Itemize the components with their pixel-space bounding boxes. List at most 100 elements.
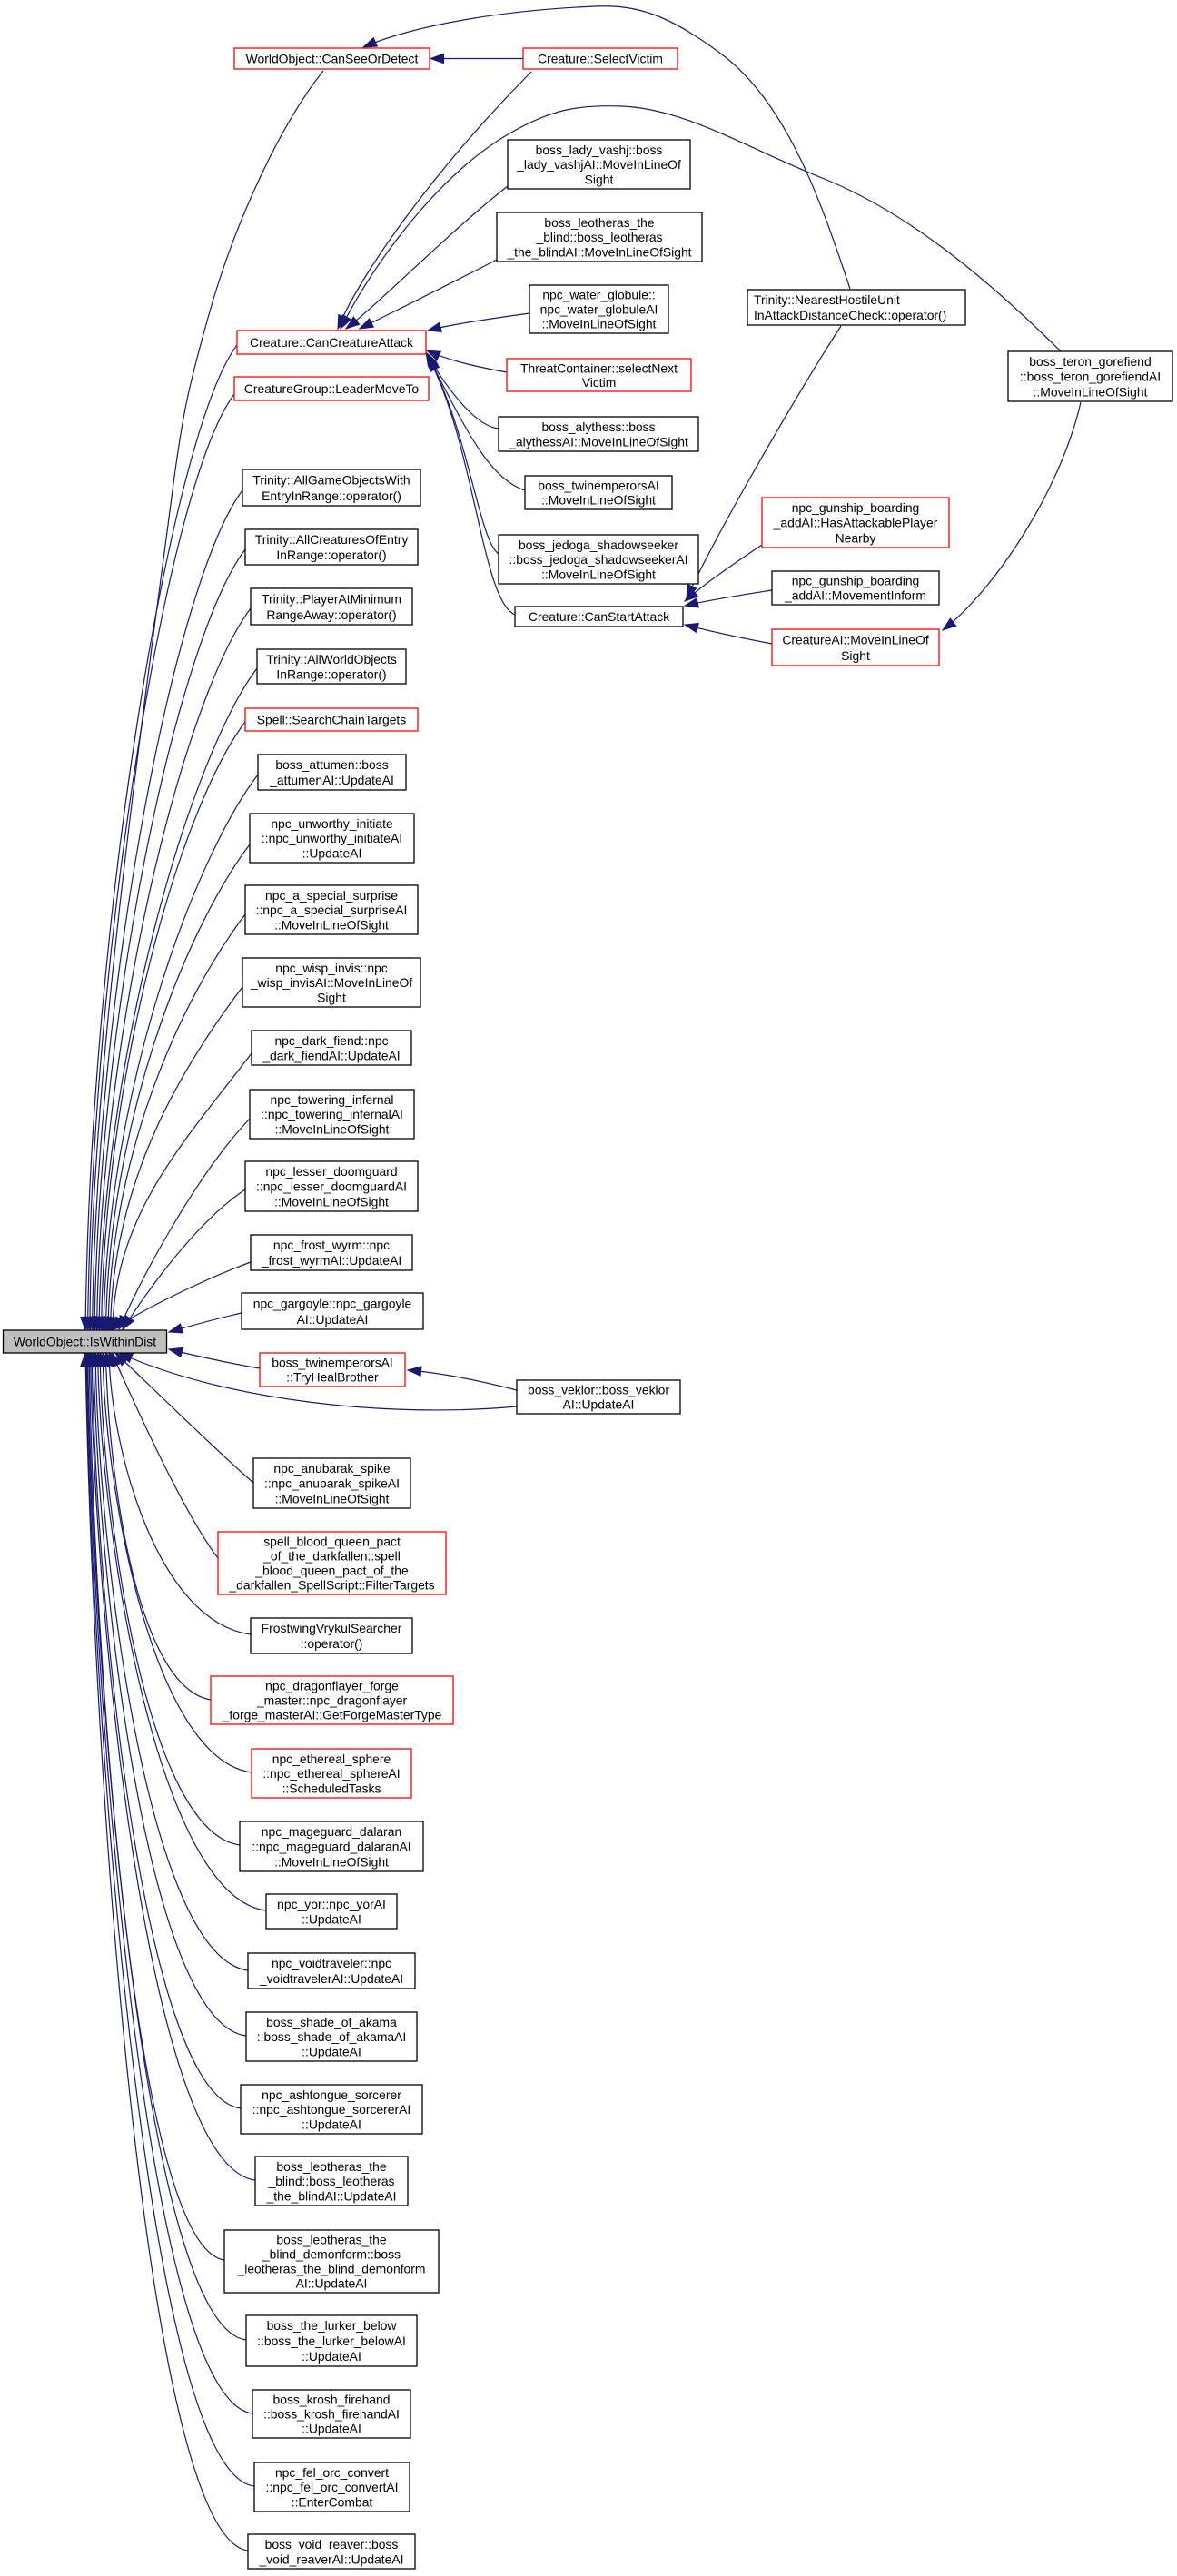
svg-text:::UpdateAI: ::UpdateAI: [302, 846, 362, 861]
svg-text:::EnterCombat: ::EnterCombat: [292, 2495, 373, 2510]
svg-text:::MoveInLineOfSight: ::MoveInLineOfSight: [542, 317, 657, 331]
svg-text:_addAI::MovementInform: _addAI::MovementInform: [784, 588, 926, 603]
svg-text:Trinity::AllGameObjectsWith: Trinity::AllGameObjectsWith: [252, 472, 410, 487]
svg-text:Nearby: Nearby: [836, 530, 876, 545]
svg-text:boss_krosh_firehand: boss_krosh_firehand: [273, 2393, 391, 2407]
svg-text:::MoveInLineOfSight: ::MoveInLineOfSight: [1034, 384, 1148, 399]
svg-text:_attumenAI::UpdateAI: _attumenAI::UpdateAI: [269, 773, 394, 787]
svg-text:npc_ashtongue_sorcerer: npc_ashtongue_sorcerer: [262, 2087, 401, 2102]
svg-text:Trinity::NearestHostileUnit: Trinity::NearestHostileUnit: [754, 292, 900, 307]
svg-text:_the_blindAI::MoveInLineOfSigh: _the_blindAI::MoveInLineOfSight: [506, 245, 691, 260]
svg-text:::MoveInLineOfSight: ::MoveInLineOfSight: [541, 493, 656, 508]
svg-text:_leotheras_the_blind_demonform: _leotheras_the_blind_demonform: [237, 2262, 426, 2276]
svg-text:Victim: Victim: [582, 375, 617, 390]
svg-text:::npc_ashtongue_sorcererAI: ::npc_ashtongue_sorcererAI: [252, 2102, 411, 2117]
svg-text:_darkfallen_SpellScript::Filte: _darkfallen_SpellScript::FilterTargets: [228, 1578, 434, 1593]
svg-text:_void_reaverAI::UpdateAI: _void_reaverAI::UpdateAI: [258, 2551, 403, 2566]
svg-text:_blood_queen_pact_of_the: _blood_queen_pact_of_the: [254, 1564, 409, 1578]
svg-text:npc_towering_infernal: npc_towering_infernal: [271, 1092, 394, 1107]
svg-text:npc_dark_fiend::npc: npc_dark_fiend::npc: [274, 1033, 388, 1048]
svg-text:npc_water_globuleAI: npc_water_globuleAI: [540, 302, 658, 317]
svg-text:spell_blood_queen_pact: spell_blood_queen_pact: [263, 1535, 401, 1549]
svg-text:Creature::CanCreatureAttack: Creature::CanCreatureAttack: [250, 335, 413, 350]
svg-text:ThreatContainer::selectNext: ThreatContainer::selectNext: [520, 360, 678, 375]
svg-text:::UpdateAI: ::UpdateAI: [302, 2045, 361, 2059]
svg-text:boss_jedoga_shadowseeker: boss_jedoga_shadowseeker: [519, 538, 678, 552]
svg-text:npc_mageguard_dalaran: npc_mageguard_dalaran: [262, 1824, 401, 1839]
svg-text:::npc_mageguard_dalaranAI: ::npc_mageguard_dalaranAI: [252, 1840, 410, 1854]
svg-text:_forge_masterAI::GetForgeMaste: _forge_masterAI::GetForgeMasterType: [222, 1708, 442, 1722]
svg-text:npc_water_globule::: npc_water_globule::: [542, 288, 655, 302]
svg-text:npc_wisp_invis::npc: npc_wisp_invis::npc: [275, 961, 388, 975]
svg-text:CreatureAI::MoveInLineOf: CreatureAI::MoveInLineOf: [782, 632, 929, 646]
svg-text:boss_the_lurker_below: boss_the_lurker_below: [267, 2318, 398, 2333]
svg-text:_dark_fiendAI::UpdateAI: _dark_fiendAI::UpdateAI: [262, 1048, 400, 1062]
svg-text:boss_lady_vashj::boss: boss_lady_vashj::boss: [536, 143, 663, 157]
svg-text:::UpdateAI: ::UpdateAI: [302, 2117, 361, 2132]
svg-text:::MoveInLineOfSight: ::MoveInLineOfSight: [275, 1122, 390, 1137]
svg-text:::npc_anubarak_spikeAI: ::npc_anubarak_spikeAI: [264, 1476, 400, 1491]
svg-text:_lady_vashjAI::MoveInLineOf: _lady_vashjAI::MoveInLineOf: [516, 157, 681, 172]
svg-text:boss_twinemperorsAI: boss_twinemperorsAI: [272, 1356, 393, 1370]
svg-text:npc_yor::npc_yorAI: npc_yor::npc_yorAI: [277, 1897, 386, 1911]
svg-text:boss_leotheras_the: boss_leotheras_the: [276, 2233, 387, 2247]
svg-text:npc_voidtraveler::npc: npc_voidtraveler::npc: [272, 1956, 391, 1970]
svg-text:npc_dragonflayer_forge: npc_dragonflayer_forge: [265, 1679, 399, 1693]
svg-text:Trinity::PlayerAtMinimum: Trinity::PlayerAtMinimum: [262, 591, 401, 606]
svg-text:_addAI::HasAttackablePlayer: _addAI::HasAttackablePlayer: [773, 516, 938, 530]
svg-text:RangeAway::operator(): RangeAway::operator(): [266, 607, 396, 622]
svg-text:::npc_unworthy_initiateAI: ::npc_unworthy_initiateAI: [262, 831, 402, 845]
svg-text:npc_a_special_surprise: npc_a_special_surprise: [265, 888, 398, 903]
svg-text:Sight: Sight: [841, 648, 870, 663]
svg-text:boss_shade_of_akama: boss_shade_of_akama: [266, 2015, 397, 2029]
svg-text:boss_alythess::boss: boss_alythess::boss: [541, 419, 655, 434]
svg-text:::boss_shade_of_akamaAI: ::boss_shade_of_akamaAI: [257, 2029, 406, 2044]
svg-text:_the_blindAI::UpdateAI: _the_blindAI::UpdateAI: [266, 2189, 397, 2204]
svg-text:Sight: Sight: [585, 173, 614, 187]
svg-text:EntryInRange::operator(): EntryInRange::operator(): [262, 489, 401, 503]
svg-text:::npc_lesser_doomguardAI: ::npc_lesser_doomguardAI: [256, 1179, 407, 1194]
svg-text:AI::UpdateAI: AI::UpdateAI: [297, 1312, 369, 1327]
svg-text:FrostwingVrykulSearcher: FrostwingVrykulSearcher: [262, 1621, 402, 1635]
svg-text:npc_lesser_doomguard: npc_lesser_doomguard: [265, 1164, 397, 1179]
svg-text:::npc_fel_orc_convertAI: ::npc_fel_orc_convertAI: [266, 2480, 399, 2494]
svg-text:WorldObject::IsWithinDist: WorldObject::IsWithinDist: [14, 1335, 156, 1349]
svg-text:InRange::operator(): InRange::operator(): [276, 666, 386, 681]
svg-text:::npc_a_special_surpriseAI: ::npc_a_special_surpriseAI: [256, 903, 408, 917]
svg-text:::UpdateAI: ::UpdateAI: [302, 2349, 361, 2364]
svg-text:npc_gargoyle::npc_gargoyle: npc_gargoyle::npc_gargoyle: [253, 1296, 412, 1310]
svg-text:::boss_teron_gorefiendAI: ::boss_teron_gorefiendAI: [1020, 370, 1161, 384]
svg-text:::MoveInLineOfSight: ::MoveInLineOfSight: [274, 918, 389, 933]
svg-text:boss_attumen::boss: boss_attumen::boss: [275, 757, 388, 772]
svg-text:::npc_ethereal_sphereAI: ::npc_ethereal_sphereAI: [262, 1766, 400, 1781]
svg-text:_blind::boss_leotheras: _blind::boss_leotheras: [267, 2174, 394, 2188]
svg-text:_wisp_invisAI::MoveInLineOf: _wisp_invisAI::MoveInLineOf: [250, 975, 412, 990]
svg-text:::operator(): ::operator(): [301, 1636, 363, 1651]
svg-text:_voidtravelerAI::UpdateAI: _voidtravelerAI::UpdateAI: [259, 1971, 403, 1986]
svg-text:InRange::operator(): InRange::operator(): [276, 548, 386, 562]
svg-text:::MoveInLineOfSight: ::MoveInLineOfSight: [541, 568, 656, 582]
svg-text:_frost_wyrmAI::UpdateAI: _frost_wyrmAI::UpdateAI: [261, 1253, 401, 1268]
svg-text:WorldObject::CanSeeOrDetect: WorldObject::CanSeeOrDetect: [246, 52, 419, 66]
svg-text:_blind::boss_leotheras: _blind::boss_leotheras: [535, 230, 662, 244]
svg-text:::boss_krosh_firehandAI: ::boss_krosh_firehandAI: [263, 2407, 400, 2422]
svg-text:npc_anubarak_spike: npc_anubarak_spike: [273, 1461, 390, 1476]
svg-text:::UpdateAI: ::UpdateAI: [302, 1911, 361, 1926]
svg-text:boss_void_reaver::boss: boss_void_reaver::boss: [265, 2537, 399, 2551]
svg-text:boss_teron_gorefiend: boss_teron_gorefiend: [1029, 354, 1151, 369]
svg-text:AI::UpdateAI: AI::UpdateAI: [563, 1397, 635, 1412]
svg-text:::MoveInLineOfSight: ::MoveInLineOfSight: [274, 1854, 389, 1869]
svg-text:_alythessAI::MoveInLineOfSight: _alythessAI::MoveInLineOfSight: [508, 434, 688, 449]
svg-text:Trinity::AllWorldObjects: Trinity::AllWorldObjects: [266, 652, 397, 666]
svg-text:Creature::SelectVictim: Creature::SelectVictim: [538, 52, 663, 66]
svg-text:Trinity::AllCreaturesOfEntry: Trinity::AllCreaturesOfEntry: [255, 532, 409, 547]
svg-text:boss_leotheras_the: boss_leotheras_the: [544, 215, 655, 230]
svg-text:_blind_demonform::boss: _blind_demonform::boss: [262, 2247, 401, 2262]
svg-text:Spell::SearchChainTargets: Spell::SearchChainTargets: [257, 713, 407, 727]
svg-text:InAttackDistanceCheck::operato: InAttackDistanceCheck::operator(): [754, 308, 946, 322]
svg-text:npc_gunship_boarding: npc_gunship_boarding: [792, 500, 920, 515]
svg-text:_of_the_darkfallen::spell: _of_the_darkfallen::spell: [262, 1549, 401, 1564]
svg-text:npc_fel_orc_convert: npc_fel_orc_convert: [275, 2465, 389, 2480]
svg-text:_master::npc_dragonflayer: _master::npc_dragonflayer: [256, 1693, 408, 1708]
svg-text:npc_gunship_boarding: npc_gunship_boarding: [792, 574, 920, 588]
